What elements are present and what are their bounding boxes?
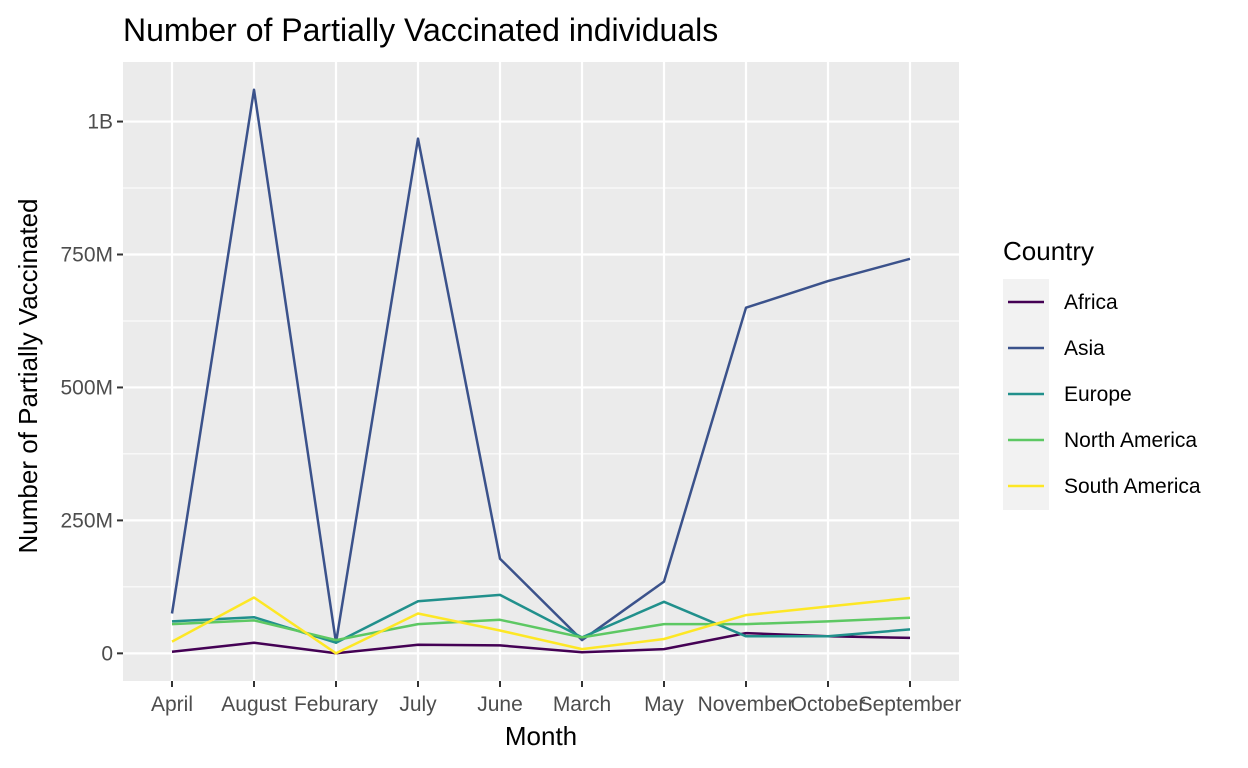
x-tick-label: September [859, 693, 962, 716]
series-line-south-america [171, 596, 911, 655]
y-tick-label: 750M [60, 244, 113, 267]
series-line-asia [170, 88, 911, 644]
x-axis-title: Month [505, 721, 577, 751]
legend-title: Country [1003, 236, 1094, 266]
legend-label: South America [1064, 475, 1201, 498]
x-tick-label: October [791, 693, 866, 716]
legend-label: North America [1064, 429, 1197, 452]
legend-label: Asia [1064, 337, 1105, 360]
legend: Country Africa Asia Europe North America Sou… [1003, 236, 1201, 510]
y-tick-label: 250M [60, 509, 113, 532]
series-line-north-america [171, 616, 911, 642]
x-tick-label: April [151, 693, 193, 716]
y-tick-label: 500M [60, 376, 113, 399]
grid-lines [123, 62, 959, 681]
x-tick-label: June [477, 693, 523, 716]
x-tick-label: Feburary [294, 693, 379, 716]
x-tick-label: March [553, 693, 611, 716]
series-line-africa [171, 631, 911, 655]
legend-label: Europe [1064, 383, 1132, 406]
plot-panel [123, 62, 959, 681]
legend-items: Africa Asia Europe North America South Ameri… [1008, 291, 1201, 498]
x-tick-label: July [399, 693, 437, 716]
chart-title: Number of Partially Vaccinated individua… [123, 12, 718, 48]
series-layer [170, 88, 911, 655]
y-tick-label: 0 [101, 642, 113, 665]
y-axis-title: Number of Partially Vaccinated [13, 198, 43, 553]
x-tick-label: May [644, 693, 684, 716]
x-tick-label: August [221, 693, 287, 716]
y-axis: 0 250M 500M 750M 1B [60, 111, 123, 665]
y-tick-label: 1B [87, 111, 113, 134]
x-tick-label: November [698, 693, 795, 716]
x-axis: April August Feburary July June March May Novem… [151, 681, 961, 716]
legend-label: Africa [1064, 291, 1118, 314]
